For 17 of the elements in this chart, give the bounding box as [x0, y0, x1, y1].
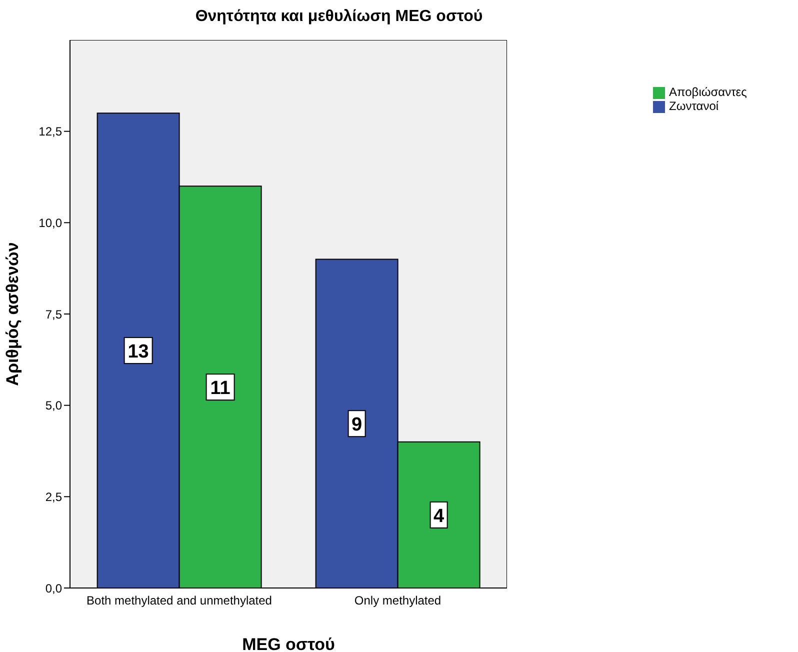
data-label: 4: [434, 506, 445, 527]
y-tick-label: 10,0: [38, 216, 62, 230]
y-tick-label: 7,5: [45, 307, 62, 322]
data-label: 13: [128, 342, 149, 363]
y-tick-label: 12,5: [38, 124, 62, 139]
data-label: 9: [352, 414, 362, 436]
legend-label: Αποβιώσαντες: [669, 85, 747, 99]
y-axis-title: Αριθμός ασθενών: [3, 242, 22, 386]
y-tick-label: 5,0: [45, 398, 62, 413]
chart-title: Θνητότητα και μεθυλίωση MEG οστού: [194, 7, 484, 27]
y-tick-label: 0,0: [45, 581, 62, 596]
legend-label: Ζωντανοί: [669, 99, 719, 113]
y-tick-label: 2,5: [45, 490, 62, 504]
x-axis-title: MEG οστού: [242, 635, 336, 652]
x-tick-label: Only methylated: [354, 594, 442, 608]
x-tick-label: Both methylated and unmethylated: [86, 594, 272, 608]
data-label: 11: [210, 378, 231, 400]
